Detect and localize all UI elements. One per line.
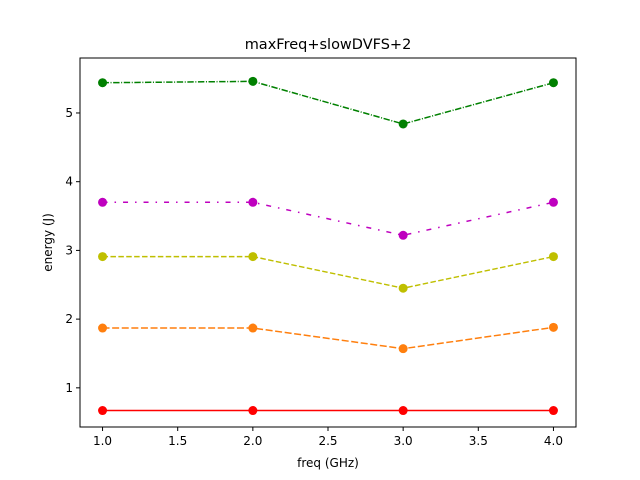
series-2 [98, 322, 558, 354]
data-point [548, 197, 558, 207]
data-point [98, 406, 108, 416]
x-tick-label: 3.5 [469, 434, 488, 448]
x-axis-ticks: 1.0 1.5 2.0 2.5 3.0 3.5 4.0 [93, 427, 563, 448]
y-tick-label: 2 [65, 312, 73, 326]
chart-title: maxFreq+slowDVFS+2 [245, 37, 412, 53]
series-5 [98, 76, 558, 129]
series-1 [98, 406, 558, 416]
series-3 [98, 252, 558, 293]
x-tick-label: 3.0 [394, 434, 413, 448]
x-axis-label: freq (GHz) [297, 456, 359, 470]
data-point [248, 76, 258, 86]
series-line [102, 255, 554, 289]
data-point [248, 323, 258, 333]
series-line [102, 201, 554, 237]
y-tick-label: 5 [65, 106, 73, 120]
data-point [548, 406, 558, 416]
x-tick-label: 1.5 [168, 434, 187, 448]
data-point [248, 197, 258, 207]
series-line [102, 326, 554, 350]
y-axis-ticks: 1 2 3 4 5 [65, 106, 80, 395]
data-point [98, 323, 108, 333]
data-point [548, 78, 558, 88]
data-point [98, 197, 108, 207]
data-point [398, 230, 408, 240]
x-tick-label: 4.0 [544, 434, 563, 448]
data-point [548, 252, 558, 262]
data-point [98, 78, 108, 88]
x-tick-label: 2.5 [318, 434, 337, 448]
y-axis-label: energy (J) [41, 213, 55, 272]
data-point [248, 406, 258, 416]
series-line [102, 80, 554, 125]
y-tick-label: 3 [65, 243, 73, 257]
data-point [398, 344, 408, 354]
data-point [398, 119, 408, 129]
data-point [248, 252, 258, 262]
data-point [548, 322, 558, 332]
x-tick-label: 1.0 [93, 434, 112, 448]
series-4 [98, 197, 558, 240]
data-point [98, 252, 108, 262]
y-tick-label: 1 [65, 381, 73, 395]
data-point [398, 406, 408, 416]
plot-layer [98, 76, 558, 416]
y-tick-label: 4 [65, 175, 73, 189]
data-point [398, 283, 408, 293]
x-tick-label: 2.0 [243, 434, 262, 448]
